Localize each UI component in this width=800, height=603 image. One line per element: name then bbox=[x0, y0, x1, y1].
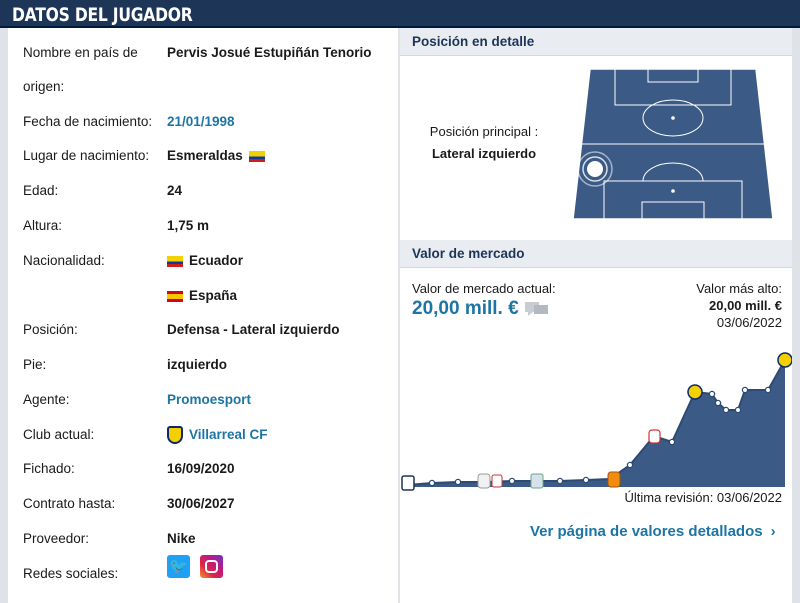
player-details-panel: Nombre en país de origen: Pervis Josué E… bbox=[8, 28, 398, 603]
section-title: DATOS DEL JUGADOR bbox=[12, 4, 193, 26]
market-value-chart bbox=[401, 352, 792, 491]
right-panel: Posición en detalle Posición principal :… bbox=[400, 28, 792, 603]
detail-label: Edad: bbox=[23, 183, 59, 198]
detail-label: Proveedor: bbox=[23, 531, 90, 546]
detail-label: Nombre en país de origen: bbox=[23, 45, 138, 94]
pitch-diagram bbox=[572, 68, 774, 220]
social-links: 🐦 bbox=[167, 555, 223, 578]
villarreal-crest-icon bbox=[777, 352, 792, 368]
detail-value: Nike bbox=[167, 531, 196, 546]
detail-value: 30/06/2027 bbox=[167, 496, 235, 511]
detail-value: izquierdo bbox=[167, 357, 227, 372]
detail-link-label: Ver página de valores detallados bbox=[530, 523, 763, 540]
detail-value: 1,75 m bbox=[167, 218, 210, 233]
player-data-header: DATOS DEL JUGADOR bbox=[0, 0, 800, 28]
detail-value: 16/09/2020 bbox=[167, 461, 235, 476]
highest-value: 20,00 mill. € bbox=[709, 298, 782, 313]
detail-label: Agente: bbox=[23, 392, 70, 407]
last-review: Última revisión: 03/06/2022 bbox=[624, 490, 782, 505]
detail-value-wrap: España bbox=[167, 279, 237, 313]
detail-label: Redes sociales: bbox=[23, 566, 119, 581]
comments-icon[interactable] bbox=[524, 301, 549, 317]
club-crest-icon bbox=[648, 429, 661, 444]
current-value: 20,00 mill. € bbox=[412, 298, 519, 319]
detailed-values-link[interactable]: Ver página de valores detallados › bbox=[530, 523, 776, 540]
detail-label: Posición: bbox=[23, 322, 78, 337]
position-heading: Posición en detalle bbox=[400, 28, 792, 56]
highest-value-date: 03/06/2022 bbox=[716, 315, 782, 330]
main-position-label: Posición principal : bbox=[429, 124, 539, 139]
detail-value: Ecuador bbox=[189, 253, 244, 268]
club-crest-icon bbox=[607, 471, 621, 488]
detail-label: Contrato hasta: bbox=[23, 496, 116, 511]
market-value-heading: Valor de mercado bbox=[400, 240, 792, 268]
club-crest-icon bbox=[477, 473, 491, 489]
instagram-icon[interactable] bbox=[200, 555, 223, 578]
highest-value-label: Valor más alto: bbox=[696, 281, 782, 296]
club-name: Villarreal CF bbox=[189, 427, 268, 442]
current-value-label: Valor de mercado actual: bbox=[412, 281, 556, 296]
detail-value: Esmeraldas bbox=[167, 148, 243, 163]
detail-label: Altura: bbox=[23, 218, 63, 233]
twitter-icon[interactable]: 🐦 bbox=[167, 555, 190, 578]
ecuador-flag bbox=[248, 150, 265, 162]
detail-value-wrap: Ecuador bbox=[167, 244, 243, 278]
club-ldu-icon bbox=[401, 475, 415, 491]
current-value-wrap: 20,00 mill. € bbox=[412, 298, 549, 320]
villarreal-crest-icon bbox=[167, 426, 183, 444]
detail-label: Fecha de nacimiento: bbox=[23, 114, 153, 129]
villarreal-crest-icon bbox=[687, 384, 703, 400]
club-crest-icon bbox=[530, 473, 544, 489]
detail-label: Lugar de nacimiento: bbox=[23, 148, 150, 163]
header-underline bbox=[0, 26, 800, 28]
club-crest-icon bbox=[491, 474, 503, 488]
detail-label: Fichado: bbox=[23, 461, 75, 476]
detail-value: Defensa - Lateral izquierdo bbox=[167, 322, 340, 337]
detail-label: Club actual: bbox=[23, 427, 95, 442]
birthdate-link[interactable]: 21/01/1998 bbox=[167, 114, 235, 129]
main-position-value: Lateral izquierdo bbox=[431, 146, 537, 161]
position-marker bbox=[577, 151, 613, 187]
ecuador-flag bbox=[167, 255, 183, 267]
detail-label: Nacionalidad: bbox=[23, 253, 105, 268]
detail-value: España bbox=[189, 288, 238, 303]
detail-value: Pervis Josué Estupiñán Tenorio bbox=[167, 45, 372, 60]
chevron-right-icon: › bbox=[770, 523, 776, 540]
agent-link[interactable]: Promoesport bbox=[167, 392, 252, 407]
detail-value: 24 bbox=[167, 183, 183, 198]
detail-value-wrap: Esmeraldas bbox=[167, 139, 265, 173]
club-link[interactable]: Villarreal CF bbox=[167, 418, 268, 452]
spain-flag bbox=[167, 290, 183, 302]
detail-label: Pie: bbox=[23, 357, 47, 372]
